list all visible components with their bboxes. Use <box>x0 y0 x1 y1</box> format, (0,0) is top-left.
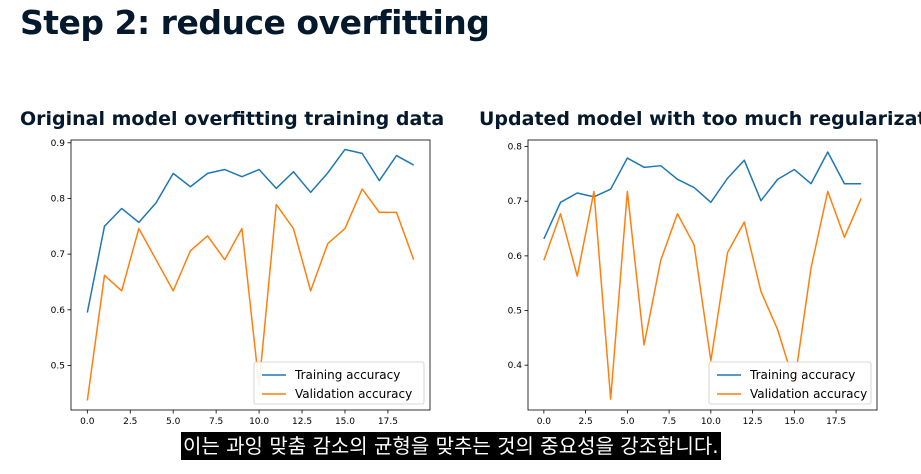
legend-label-validation: Validation accuracy <box>295 387 412 401</box>
chart-original-model: 0.0 2.5 5.0 7.5 10.0 12.5 15.0 17.5 0.5 0.6 0.7 0.8… <box>51 139 431 427</box>
y-tick-label: 0.7 <box>51 250 65 260</box>
x-tick-label: 12.5 <box>743 417 763 427</box>
x-tick-label: 10.0 <box>701 417 721 427</box>
y-tick-label: 0.7 <box>508 197 522 207</box>
chart-title-updated: Updated model with too much regularizati… <box>479 108 921 130</box>
x-tick-label: 15.0 <box>335 417 355 427</box>
x-tick-label: 17.5 <box>826 417 846 427</box>
chart-title-original: Original model overfitting training data <box>20 108 445 130</box>
x-tick-label: 7.5 <box>209 417 223 427</box>
y-tick-label: 0.6 <box>51 306 66 316</box>
x-tick-label: 2.5 <box>578 417 592 427</box>
x-tick-label: 12.5 <box>292 417 312 427</box>
x-tick-label: 0.0 <box>537 417 552 427</box>
plot-frame <box>527 139 878 411</box>
series-line-validation <box>86 188 415 401</box>
x-tick-label: 5.0 <box>166 417 181 427</box>
legend-box <box>708 361 872 405</box>
x-tick-label: 5.0 <box>620 417 635 427</box>
legend-box <box>253 361 425 405</box>
x-tick-label: 17.5 <box>378 417 398 427</box>
subtitle-caption: 이는 과잉 맞춤 감소의 균형을 맞추는 것의 중요성을 강조합니다. <box>181 432 721 460</box>
y-tick-label: 0.4 <box>508 361 523 371</box>
x-tick-label: 15.0 <box>784 417 804 427</box>
plot-frame <box>70 139 431 411</box>
series-line-validation <box>543 190 862 400</box>
y-tick-label: 0.8 <box>51 194 66 204</box>
series-line-training <box>86 148 415 313</box>
x-tick-label: 7.5 <box>662 417 676 427</box>
y-tick-label: 0.9 <box>51 139 66 149</box>
legend-label-validation: Validation accuracy <box>750 387 867 401</box>
x-tick-label: 0.0 <box>80 417 95 427</box>
x-tick-label: 2.5 <box>123 417 137 427</box>
y-tick-label: 0.6 <box>508 252 523 262</box>
y-tick-label: 0.5 <box>508 307 522 317</box>
legend-label-training: Training accuracy <box>294 368 400 382</box>
slide-title: Step 2: reduce overfitting <box>20 3 490 42</box>
chart-updated-model: 0.0 2.5 5.0 7.5 10.0 12.5 15.0 17.5 0.4 0.5 0.6 0.7… <box>508 139 878 427</box>
y-tick-label: 0.5 <box>51 361 65 371</box>
series-line-training <box>543 151 862 240</box>
legend-label-training: Training accuracy <box>749 368 855 382</box>
x-tick-label: 10.0 <box>249 417 269 427</box>
y-tick-label: 0.8 <box>508 143 523 153</box>
